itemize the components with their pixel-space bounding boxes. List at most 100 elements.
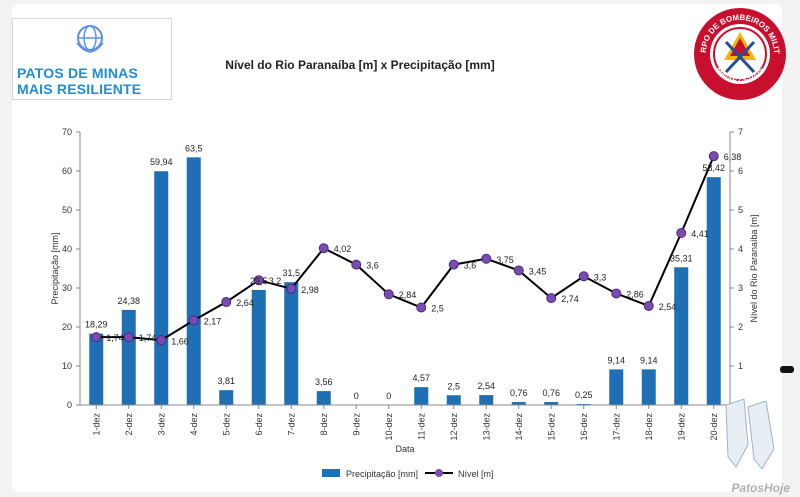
nivel-value-label: 1,66 <box>171 336 189 346</box>
nivel-value-label: 2,54 <box>659 302 677 312</box>
logo-line-2: MAIS RESILIENTE <box>17 81 142 97</box>
bar-value-label: 4,57 <box>412 373 430 383</box>
bar <box>121 309 136 405</box>
bombeiros-badge-icon: CORPO DE BOMBEIROS MILITAR MINAS GERAIS <box>692 6 786 100</box>
x-tick-label: 5-dez <box>221 413 231 436</box>
nivel-marker <box>318 243 329 254</box>
nivel-marker <box>123 332 134 343</box>
logo-line-1: PATOS DE MINAS <box>17 65 139 81</box>
x-tick-label: 2-dez <box>124 413 134 436</box>
y2-tick-label: 7 <box>738 127 743 137</box>
bar-value-label: 35,31 <box>670 253 693 263</box>
nivel-value-label: 3,6 <box>464 261 477 271</box>
bar-value-label: 24,38 <box>117 296 140 306</box>
x-tick-label: 20-dez <box>709 413 719 441</box>
nivel-value-label: 3,2 <box>269 276 282 286</box>
nivel-marker <box>416 302 427 313</box>
x-tick-label: 18-dez <box>644 413 654 441</box>
nivel-marker <box>513 265 524 276</box>
bar <box>186 157 201 405</box>
y-tick-label: 30 <box>62 283 72 293</box>
nivel-line <box>96 155 715 342</box>
bar-value-label: 0,76 <box>542 388 560 398</box>
nivel-marker <box>578 271 589 282</box>
y2-tick-label: 2 <box>738 322 743 332</box>
nivel-value-label: 1,74 <box>106 333 124 343</box>
bar <box>284 282 299 405</box>
y-tick-label: 0 <box>67 400 72 410</box>
nivel-value-label: 2,64 <box>236 298 254 308</box>
bar-value-label: 0,76 <box>510 388 528 398</box>
x-tick-label: 7-dez <box>286 413 296 436</box>
legend-label-precipitacao: Precipitação [mm] <box>346 469 418 479</box>
nivel-marker <box>611 288 622 299</box>
line-layer <box>91 151 719 346</box>
bar-value-label: 3,56 <box>315 377 333 387</box>
nivel-value-label: 4,02 <box>334 244 352 254</box>
label-layer: 18,29 24,38 59,94 63,5 3,81 29,5 31,5 3,56 0 0 4,5… <box>85 143 741 401</box>
nivel-marker <box>156 335 167 346</box>
bar-value-label: 63,5 <box>185 143 203 153</box>
nivel-value-label: 2,74 <box>561 294 579 304</box>
x-tick-label: 9-dez <box>351 413 361 436</box>
nivel-marker <box>253 275 264 286</box>
nivel-marker <box>286 283 297 294</box>
bar-value-label: 2,5 <box>447 381 460 391</box>
x-tick-label: 12-dez <box>449 413 459 441</box>
x-tick-label: 17-dez <box>611 413 621 441</box>
bar-value-label: 18,29 <box>85 320 108 330</box>
bar <box>316 391 331 405</box>
bar-value-label: 58,42 <box>702 163 725 173</box>
nivel-value-label: 1,74 <box>139 333 157 343</box>
y2-tick-label: 6 <box>738 166 743 176</box>
bar-value-label: 9,14 <box>607 355 625 365</box>
bar-value-label: 0 <box>386 391 391 401</box>
y2-tick-label: 4 <box>738 244 743 254</box>
bar <box>446 395 461 405</box>
nivel-value-label: 4,41 <box>691 229 709 239</box>
nivel-value-label: 3,3 <box>594 272 607 282</box>
nivel-marker <box>643 300 654 311</box>
y2-tick-label: 3 <box>738 283 743 293</box>
legend-swatch-precipitacao <box>322 469 340 477</box>
bars-layer <box>89 157 721 405</box>
nivel-value-label: 2,5 <box>431 304 444 314</box>
y-tick-label: 20 <box>62 322 72 332</box>
nivel-value-label: 2,98 <box>301 285 319 295</box>
y-tick-label: 40 <box>62 244 72 254</box>
nivel-marker <box>91 332 102 343</box>
x-tick-label: 14-dez <box>514 413 524 441</box>
bar <box>674 267 689 405</box>
axis-layer: 0 10 20 30 40 50 60 70 0 1 2 3 4 5 6 7 1-dez 2-dez 3-dez 4-… <box>50 127 759 454</box>
x-tick-label: 8-dez <box>319 413 329 436</box>
bar <box>511 402 526 405</box>
nivel-marker <box>448 259 459 270</box>
bar <box>479 395 494 405</box>
legend: Precipitação [mm] Nível [m] <box>322 469 494 479</box>
x-tick-label: 6-dez <box>254 413 264 436</box>
x-axis-title: Data <box>395 444 414 454</box>
y-axis-title: Precipitação [mm] <box>50 232 60 304</box>
swim-fins-icon <box>725 398 775 470</box>
bar-value-label: 0,25 <box>575 390 593 400</box>
x-tick-label: 11-dez <box>416 413 426 440</box>
bar <box>251 289 266 405</box>
x-tick-label: 3-dez <box>156 413 166 436</box>
x-tick-label: 16-dez <box>579 413 589 441</box>
nivel-value-label: 6,38 <box>724 152 742 162</box>
patos-de-minas-logo: PATOS DE MINAS MAIS RESILIENTE <box>12 18 172 100</box>
un-globe-icon <box>76 25 104 53</box>
nivel-value-label: 3,45 <box>529 266 547 276</box>
bar-value-label: 3,81 <box>217 376 235 386</box>
y2-tick-label: 5 <box>738 205 743 215</box>
legend-swatch-nivel-marker <box>435 469 443 477</box>
watermark: PatosHoje <box>731 481 790 495</box>
bar-value-label: 31,5 <box>282 268 300 278</box>
bar <box>414 387 429 405</box>
nivel-marker <box>676 228 687 239</box>
bar-value-label: 2,54 <box>477 381 495 391</box>
bar <box>154 171 169 405</box>
nivel-marker <box>351 259 362 270</box>
bar <box>641 369 656 405</box>
x-tick-label: 4-dez <box>189 413 199 436</box>
